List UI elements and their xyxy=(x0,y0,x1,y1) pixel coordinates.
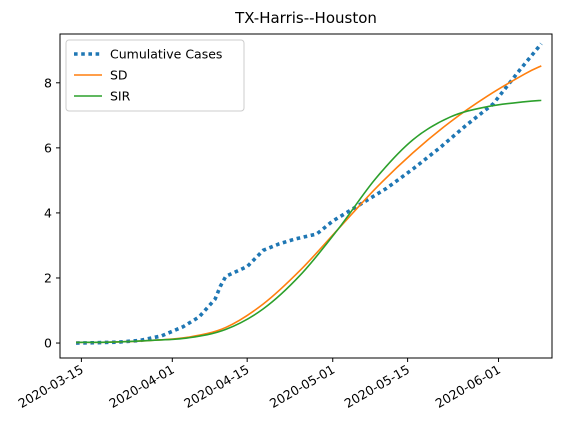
plot-border xyxy=(59,33,553,359)
x-tick-label: 2020-06-01 xyxy=(433,362,503,411)
x-tick-label: 2020-05-01 xyxy=(267,362,337,411)
y-tick-label: 6 xyxy=(44,140,52,155)
y-tick-label: 2 xyxy=(44,270,52,285)
series-line-cumulative-cases xyxy=(76,42,543,345)
legend-label-sir: SIR xyxy=(110,89,131,104)
series-layer xyxy=(76,42,543,345)
series-line-sir xyxy=(76,99,542,344)
x-tick-label: 2020-04-01 xyxy=(106,362,176,411)
chart-title: TX-Harris--Houston xyxy=(234,9,377,27)
legend-label-cumulative-cases: Cumulative Cases xyxy=(110,47,222,62)
x-tick-label: 2020-03-15 xyxy=(15,362,85,411)
x-tick-label: 2020-05-15 xyxy=(342,362,412,411)
axes-frame xyxy=(59,33,553,359)
y-tick-label: 8 xyxy=(44,75,52,90)
x-tick-label: 2020-04-15 xyxy=(181,362,251,411)
legend: Cumulative Cases SD SIR xyxy=(65,39,245,112)
legend-box xyxy=(65,39,245,112)
y-axis: 0 2 4 6 8 xyxy=(44,75,60,351)
y-tick-label: 4 xyxy=(44,205,52,220)
y-tick-label: 0 xyxy=(44,336,52,351)
x-axis: 2020-03-15 2020-04-01 2020-04-15 2020-05-01… xyxy=(15,358,503,411)
legend-label-sd: SD xyxy=(110,68,128,83)
